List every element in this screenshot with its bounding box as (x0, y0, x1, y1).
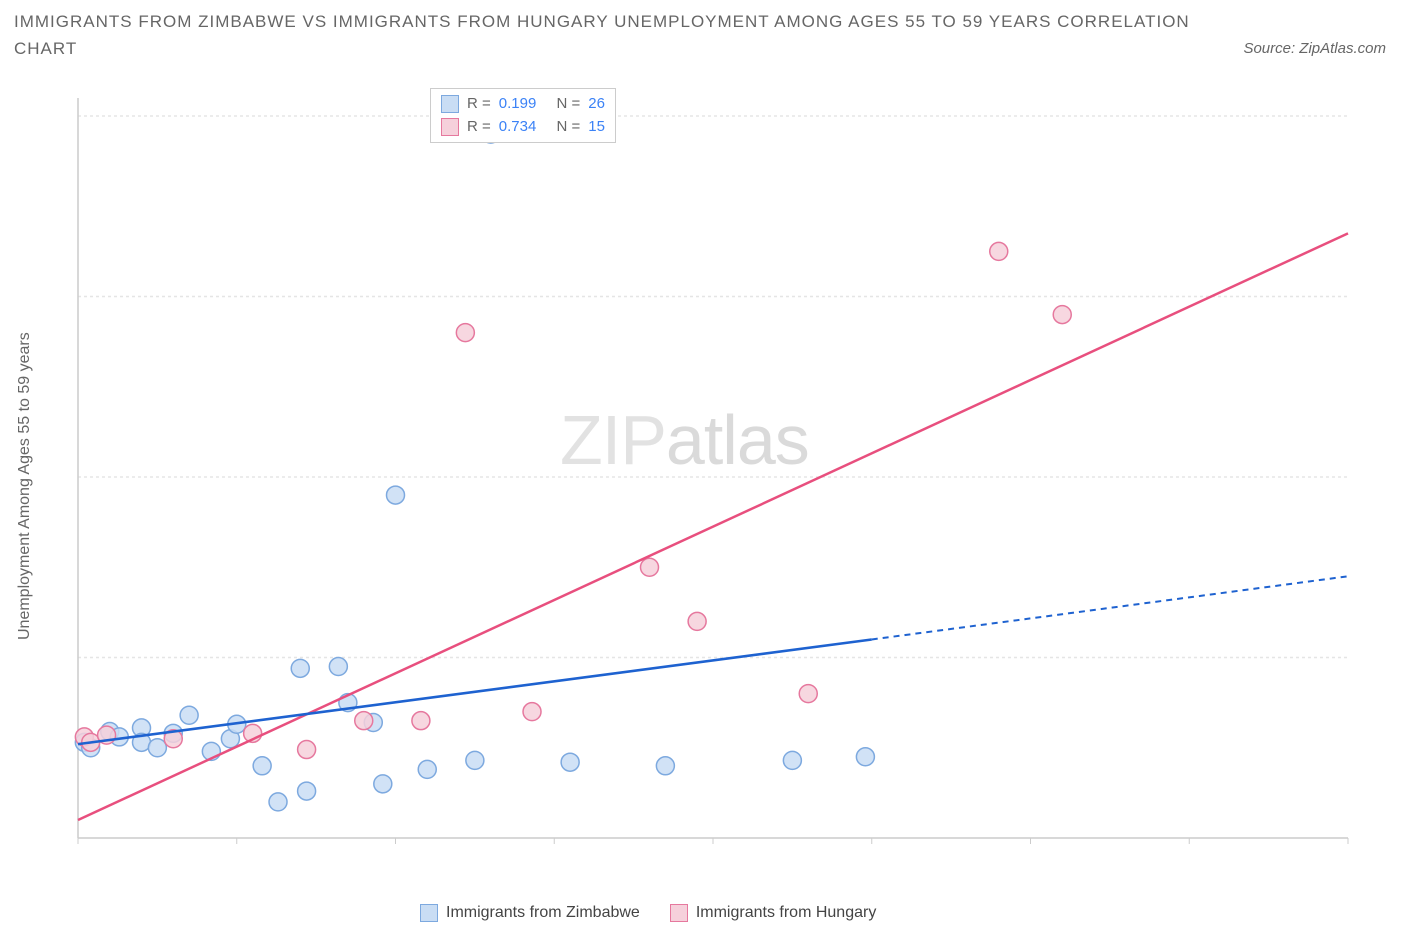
zimbabwe-n-value: 26 (588, 93, 605, 116)
r-prefix: R = (467, 93, 491, 116)
scatter-chart: 10.0%20.0%30.0%40.0%0.0%4.0% (68, 88, 1358, 848)
hungary-n-value: 15 (588, 116, 605, 139)
chart-title: IMMIGRANTS FROM ZIMBABWE VS IMMIGRANTS F… (14, 8, 1206, 62)
legend-item-hungary: Immigrants from Hungary (670, 904, 877, 922)
source-label: Source: ZipAtlas.com (1243, 40, 1386, 57)
zimbabwe-swatch-icon (420, 904, 438, 922)
n-prefix: N = (556, 116, 580, 139)
hungary-r-value: 0.734 (499, 116, 537, 139)
correlation-legend: R = 0.199 N = 26 R = 0.734 N = 15 (430, 88, 616, 143)
n-prefix: N = (556, 93, 580, 116)
legend-row-hungary: R = 0.734 N = 15 (441, 116, 605, 139)
series-legend: Immigrants from Zimbabwe Immigrants from… (420, 904, 876, 922)
zimbabwe-swatch-icon (441, 95, 459, 113)
chart-plot-area: 10.0%20.0%30.0%40.0%0.0%4.0% (68, 88, 1358, 848)
hungary-swatch-icon (441, 118, 459, 136)
legend-item-zimbabwe: Immigrants from Zimbabwe (420, 904, 640, 922)
zimbabwe-label: Immigrants from Zimbabwe (446, 904, 640, 922)
r-prefix: R = (467, 116, 491, 139)
y-axis-label: Unemployment Among Ages 55 to 59 years (16, 332, 34, 640)
hungary-swatch-icon (670, 904, 688, 922)
hungary-label: Immigrants from Hungary (696, 904, 877, 922)
legend-row-zimbabwe: R = 0.199 N = 26 (441, 93, 605, 116)
zimbabwe-r-value: 0.199 (499, 93, 537, 116)
